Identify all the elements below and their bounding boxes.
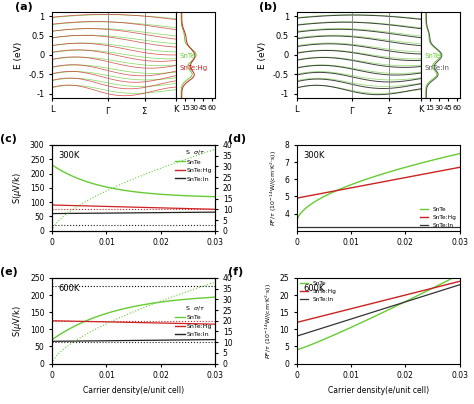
X-axis label: Carrier density(e/unit cell): Carrier density(e/unit cell) bbox=[83, 386, 184, 395]
Legend: SnTe, SnTe:Hg, SnTe:In: SnTe, SnTe:Hg, SnTe:In bbox=[419, 207, 457, 228]
Legend: SnTe, SnTe:Hg, SnTe:In: SnTe, SnTe:Hg, SnTe:In bbox=[175, 304, 212, 337]
Text: 300K: 300K bbox=[303, 151, 325, 160]
Y-axis label: E (eV): E (eV) bbox=[258, 41, 267, 69]
Legend: SnTe, SnTe:Hg, SnTe:In: SnTe, SnTe:Hg, SnTe:In bbox=[175, 148, 212, 182]
Y-axis label: E (eV): E (eV) bbox=[14, 41, 23, 69]
Y-axis label: S($\mu$V/k): S($\mu$V/k) bbox=[11, 305, 25, 337]
Text: (b): (b) bbox=[259, 2, 278, 12]
Text: (c): (c) bbox=[0, 135, 17, 144]
Text: SnTe: SnTe bbox=[424, 53, 440, 59]
Text: 300K: 300K bbox=[59, 151, 80, 160]
X-axis label: Carrier density(e/unit cell): Carrier density(e/unit cell) bbox=[328, 386, 429, 395]
Text: 600K: 600K bbox=[59, 284, 80, 293]
Text: (a): (a) bbox=[15, 2, 33, 12]
Text: (d): (d) bbox=[228, 135, 246, 144]
Y-axis label: S($\mu$V/k): S($\mu$V/k) bbox=[11, 172, 24, 204]
Text: SnTe:In: SnTe:In bbox=[424, 65, 449, 71]
Text: (f): (f) bbox=[228, 267, 244, 277]
Text: SnTe: SnTe bbox=[180, 53, 196, 59]
Y-axis label: $PF/\tau$ ($10^{-14}$W/(cm$\cdot$K$^2$$\cdot$s)): $PF/\tau$ ($10^{-14}$W/(cm$\cdot$K$^2$$\… bbox=[264, 283, 274, 359]
Y-axis label: $PF/\tau$ ($10^{-14}$W/(cm$\cdot$K$^2$$\cdot$s)): $PF/\tau$ ($10^{-14}$W/(cm$\cdot$K$^2$$\… bbox=[268, 150, 279, 226]
Text: (e): (e) bbox=[0, 267, 18, 277]
Text: 600K: 600K bbox=[303, 284, 325, 293]
Text: SnTe:Hg: SnTe:Hg bbox=[180, 65, 208, 71]
Legend: SnTe, SnTe:Hg, SnTe:In: SnTe, SnTe:Hg, SnTe:In bbox=[300, 281, 337, 302]
